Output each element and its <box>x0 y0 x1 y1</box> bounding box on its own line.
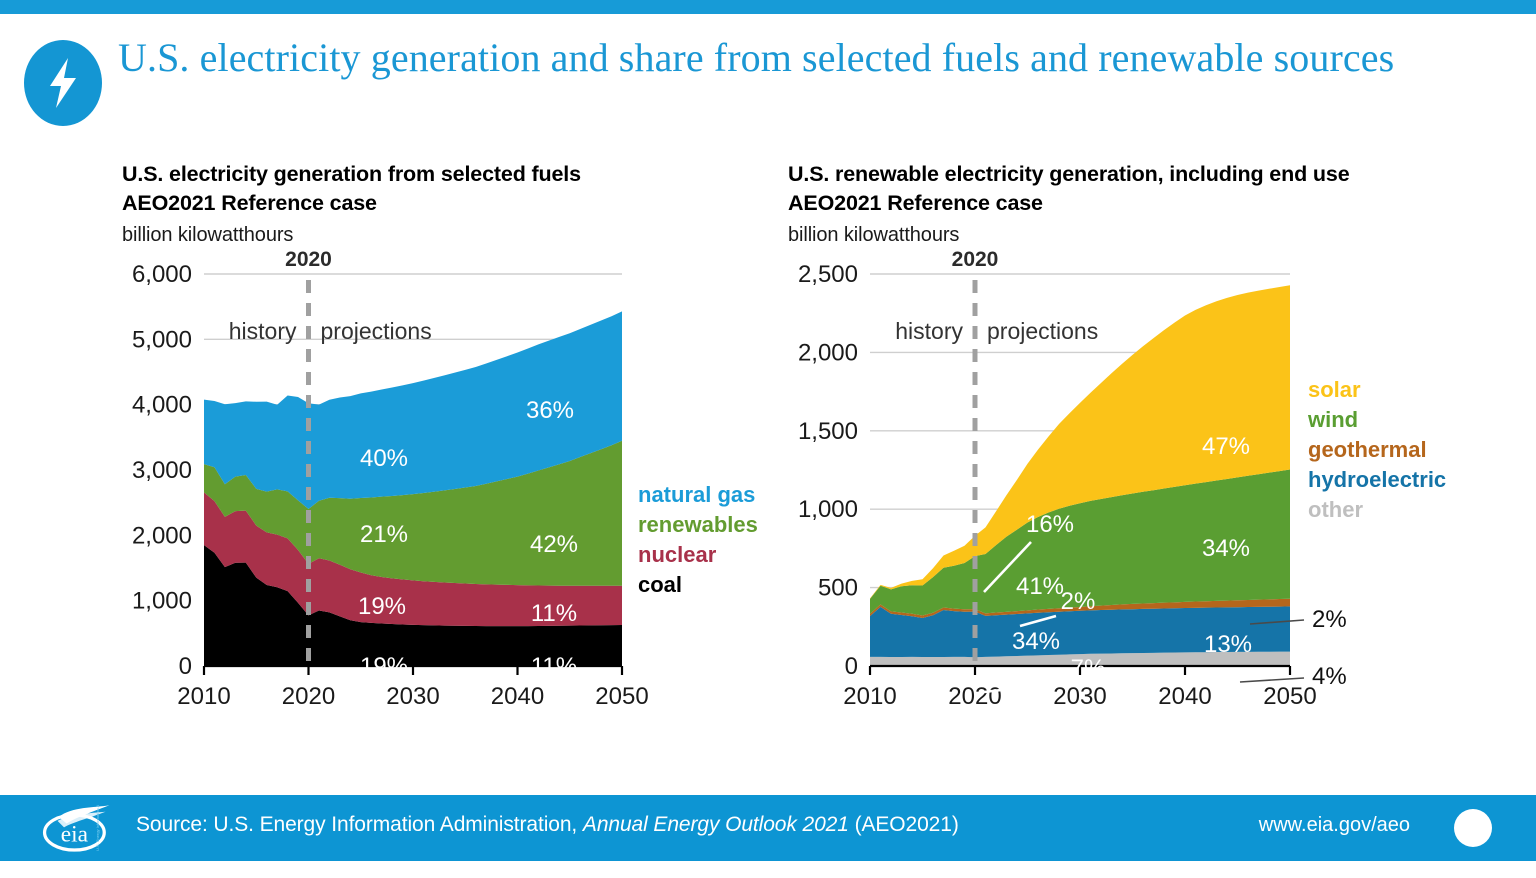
y-tick-label: 0 <box>845 653 858 680</box>
share-label: 47% <box>1202 433 1250 460</box>
lightning-bolt-icon <box>24 40 102 126</box>
share-label: 16% <box>1026 511 1074 538</box>
area-geothermal <box>870 598 1290 619</box>
page-title: U.S. electricity generation and share fr… <box>118 35 1395 80</box>
right-chart-title-line1: U.S. renewable electricity generation, i… <box>788 162 1350 186</box>
source-italic: Annual Energy Outlook 2021 <box>582 813 849 836</box>
x-tick-label: 2010 <box>177 683 230 710</box>
annotation-leader-line <box>1019 614 1057 628</box>
y-tick-label: 2,000 <box>132 522 192 549</box>
source-suffix: (AEO2021) <box>848 813 959 836</box>
share-label: 4% <box>1312 663 1347 690</box>
right-chart-panel: U.S. renewable electricity generation, i… <box>788 160 1528 724</box>
x-tick-label: 2040 <box>1158 683 1211 710</box>
right-area-chart: 0 500 1,000 1,500 2,000 2,500 2010 2020 2030 2040… <box>798 248 1347 710</box>
right-chart-legend: solar wind geothermal hydroelectric other <box>1308 375 1446 525</box>
right-chart-title: U.S. renewable electricity generation, i… <box>788 160 1528 218</box>
projections-label: projections <box>321 318 432 344</box>
area-natural-gas <box>204 311 622 509</box>
share-label: 2% <box>1312 606 1347 633</box>
divider-year-label: 2020 <box>952 248 999 271</box>
legend-item-other: other <box>1308 497 1363 522</box>
x-tick-label: 2030 <box>1053 683 1106 710</box>
share-label: 11% <box>531 653 577 680</box>
source-prefix: Source: U.S. Energy Information Administ… <box>136 813 583 836</box>
divider-year-label: 2020 <box>285 248 332 271</box>
share-label: 7% <box>1071 655 1106 682</box>
share-label: 19% <box>360 653 408 680</box>
y-tick-label: 3,000 <box>132 457 192 484</box>
right-chart-title-line2: AEO2021 Reference case <box>788 191 1043 215</box>
left-area-chart: 0 1,000 2,000 3,000 4,000 5,000 6,000 2010 2020 2… <box>132 248 649 710</box>
area-nuclear <box>204 492 622 627</box>
legend-item-natural-gas: natural gas <box>638 482 756 507</box>
eia-logo: eia <box>42 805 110 852</box>
y-tick-label: 1,000 <box>798 496 858 523</box>
left-plot-wrapper: 0 1,000 2,000 3,000 4,000 5,000 6,000 2010 2020 2… <box>122 248 812 724</box>
left-chart-panel: U.S. electricity generation from selecte… <box>122 160 812 724</box>
x-tick-label: 2020 <box>948 683 1001 710</box>
footer-source: Source: U.S. Energy Information Administ… <box>136 813 959 837</box>
top-accent-bar <box>0 0 1536 14</box>
legend-item-coal: coal <box>638 572 683 597</box>
footer-url[interactable]: www.eia.gov/aeo <box>1258 814 1410 836</box>
x-tick-label: 2010 <box>843 683 896 710</box>
projections-label: projections <box>987 318 1098 344</box>
annotation-leader-line <box>1249 619 1305 625</box>
y-tick-label: 0 <box>179 653 192 680</box>
y-tick-label: 1,500 <box>798 418 858 445</box>
svg-text:eia: eia <box>61 822 89 848</box>
y-tick-label: 2,000 <box>798 339 858 366</box>
share-label: 19% <box>358 593 406 620</box>
annotation-leader-line <box>983 541 1032 593</box>
history-label: history <box>895 318 963 344</box>
y-tick-label: 6,000 <box>132 261 192 288</box>
legend-item-renewables: renewables <box>638 512 758 537</box>
share-label: 11% <box>531 600 577 627</box>
legend-item-solar: solar <box>1308 377 1361 402</box>
area-renewables <box>204 440 622 586</box>
page-footer: eia U.S. Energy Information Administrati… <box>0 795 1536 861</box>
share-label: 42% <box>530 531 578 558</box>
share-label: 21% <box>360 521 408 548</box>
history-label: history <box>229 318 297 344</box>
y-tick-label: 2,500 <box>798 261 858 288</box>
area-other <box>870 651 1290 666</box>
x-tick-label: 2030 <box>386 683 439 710</box>
left-chart-title-line2: AEO2021 Reference case <box>122 191 377 215</box>
legend-item-hydroelectric: hydroelectric <box>1308 467 1447 492</box>
left-chart-legend: natural gas renewables nuclear coal <box>638 480 758 600</box>
area-solar <box>870 285 1290 599</box>
legend-item-nuclear: nuclear <box>638 542 717 567</box>
left-chart-units: billion kilowatthours <box>122 224 294 246</box>
share-label: 41% <box>1016 573 1064 600</box>
share-label: 40% <box>360 445 408 472</box>
right-chart-units: billion kilowatthours <box>788 224 960 246</box>
legend-item-geothermal: geothermal <box>1308 437 1427 462</box>
x-tick-label: 2020 <box>282 683 335 710</box>
share-label: 36% <box>526 397 574 424</box>
share-label: 13% <box>1204 631 1252 658</box>
annotation-leader-line <box>1239 677 1305 683</box>
y-tick-label: 4,000 <box>132 392 192 419</box>
share-label: 34% <box>1012 628 1060 655</box>
x-tick-label: 2040 <box>491 683 544 710</box>
left-chart-title: U.S. electricity generation from selecte… <box>122 160 812 218</box>
page-header: U.S. electricity generation and share fr… <box>0 14 1536 154</box>
logo-microtext: U.S. Energy Information Administration <box>96 805 100 851</box>
y-tick-label: 500 <box>818 575 858 602</box>
footer-dot-icon <box>1454 809 1492 847</box>
right-plot-wrapper: 0 500 1,000 1,500 2,000 2,500 2010 2020 2030 2040… <box>788 248 1528 724</box>
x-tick-label: 2050 <box>1263 683 1316 710</box>
area-hydroelectric <box>870 606 1290 658</box>
legend-item-wind: wind <box>1308 407 1359 432</box>
y-tick-label: 1,000 <box>132 588 192 615</box>
annotation-leader-line <box>983 680 1071 694</box>
share-label: 2% <box>1061 588 1096 615</box>
left-chart-title-line1: U.S. electricity generation from selecte… <box>122 162 581 186</box>
y-tick-label: 5,000 <box>132 326 192 353</box>
x-tick-label: 2050 <box>595 683 648 710</box>
share-label: 34% <box>1202 535 1250 562</box>
